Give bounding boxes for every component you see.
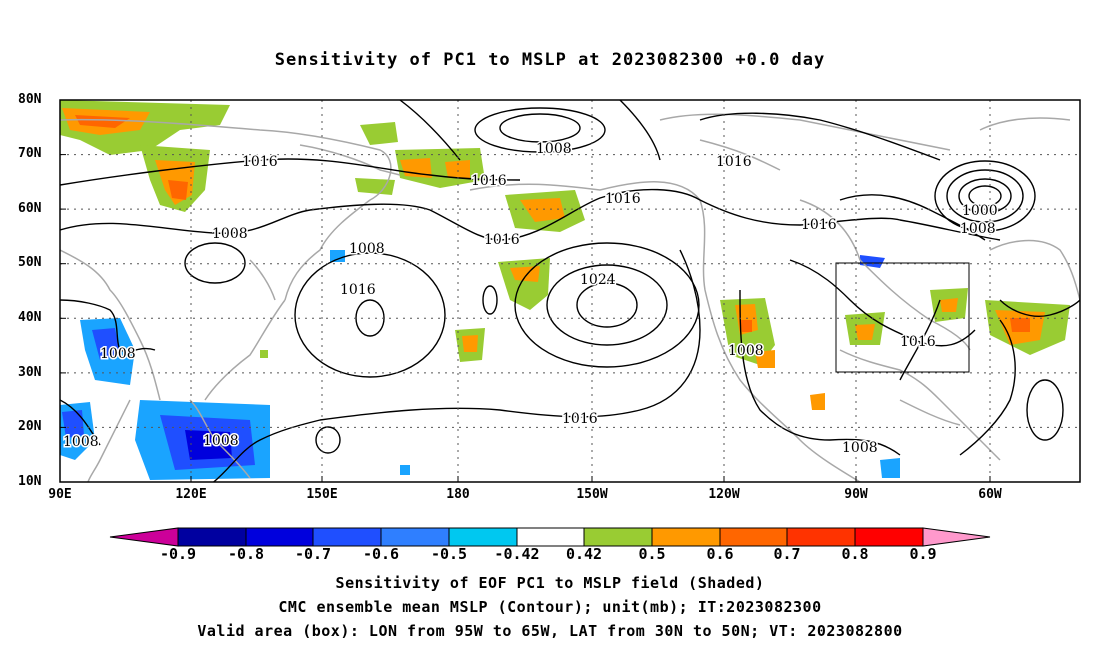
- valid-area-box: [835, 262, 970, 373]
- colorbar-high-triangle: [922, 527, 991, 547]
- lon-label: 60W: [978, 487, 1002, 502]
- contour-label: 1008: [203, 433, 239, 449]
- caption-contour: CMC ensemble mean MSLP (Contour); unit(m…: [278, 598, 822, 616]
- colorbar-label: 0.7: [773, 545, 801, 563]
- lon-label: 120W: [708, 487, 740, 502]
- colorbar-bin: [312, 527, 382, 547]
- lat-label: 80N: [18, 92, 42, 107]
- colorbar-bin: [786, 527, 856, 547]
- lat-label: 40N: [18, 310, 42, 325]
- colorbar-label: 0.8: [841, 545, 869, 563]
- contour-label: 1008: [842, 440, 878, 456]
- contour-label: 1008: [100, 346, 136, 362]
- colorbar-label: 0.42: [565, 545, 603, 563]
- contour-label: 1000: [962, 203, 998, 219]
- contour-label: 1008: [349, 241, 385, 257]
- lon-label: 90W: [844, 487, 868, 502]
- contour-label: 1016: [484, 232, 520, 248]
- caption-valid-area: Valid area (box): LON from 95W to 65W, L…: [197, 622, 903, 640]
- contour-label: 1008: [63, 434, 99, 450]
- contour-labels: 1016 1008 1016 1016 1016 1000 1008 1008 …: [62, 140, 1000, 458]
- colorbar-low-triangle: [109, 527, 179, 547]
- colorbar-bin: [854, 527, 924, 547]
- colorbar-bin: [583, 527, 653, 547]
- map-grid: [60, 100, 1080, 482]
- lat-label: 50N: [18, 255, 42, 270]
- positive-sensitivity-area: [60, 100, 1070, 410]
- lat-label: 20N: [18, 419, 42, 434]
- contour-label: 1016: [471, 173, 507, 189]
- tick-marks: [60, 154, 991, 482]
- colorbar-label: -0.9: [159, 545, 197, 563]
- contour-label: 1008: [960, 221, 996, 237]
- colorbar-label: -0.5: [430, 545, 468, 563]
- colorbar-bin: [719, 527, 788, 547]
- sensitivity-shading: [60, 100, 1070, 480]
- page-title: Sensitivity of PC1 to MSLP at 2023082300…: [274, 50, 826, 70]
- contour-label: 1008: [728, 343, 764, 359]
- colorbar-label: -0.6: [362, 545, 400, 563]
- colorbar-bin: [448, 527, 518, 547]
- lon-label: 120E: [175, 487, 207, 502]
- contour-label: 1008: [536, 141, 572, 157]
- lat-label: 10N: [18, 474, 42, 489]
- contour-label: 1016: [562, 411, 598, 427]
- map-frame: [59, 99, 1081, 483]
- contour-label: 1016: [340, 282, 376, 298]
- contour-label: 1016: [605, 191, 641, 207]
- contour-label: 1016: [716, 154, 752, 170]
- colorbar-label: 0.6: [706, 545, 734, 563]
- contour-label: 1016: [900, 334, 936, 350]
- contour-label: 1016: [801, 217, 837, 233]
- contour-label: 1024: [580, 272, 616, 288]
- contour-label: 1016: [242, 154, 278, 170]
- colorbar-label: 0.9: [909, 545, 937, 563]
- colorbar-bin: [516, 527, 585, 547]
- lat-label: 70N: [18, 146, 42, 161]
- lat-label: 30N: [18, 365, 42, 380]
- colorbar-label: 0.5: [638, 545, 666, 563]
- coastlines: [60, 113, 1080, 482]
- lon-label: 150W: [576, 487, 608, 502]
- caption-shading: Sensitivity of EOF PC1 to MSLP field (Sh…: [335, 574, 765, 592]
- lon-label: 150E: [306, 487, 338, 502]
- colorbar-label: -0.42: [494, 545, 540, 563]
- colorbar-bin: [177, 527, 247, 547]
- contour-label: 1008: [212, 226, 248, 242]
- colorbar-bin: [651, 527, 721, 547]
- lon-label: 180: [446, 487, 470, 502]
- colorbar-label: -0.7: [294, 545, 332, 563]
- lon-label: 90E: [48, 487, 72, 502]
- lat-label: 60N: [18, 201, 42, 216]
- colorbar-bin: [380, 527, 450, 547]
- colorbar: [109, 527, 991, 547]
- colorbar-label: -0.8: [227, 545, 265, 563]
- colorbar-bin: [245, 527, 314, 547]
